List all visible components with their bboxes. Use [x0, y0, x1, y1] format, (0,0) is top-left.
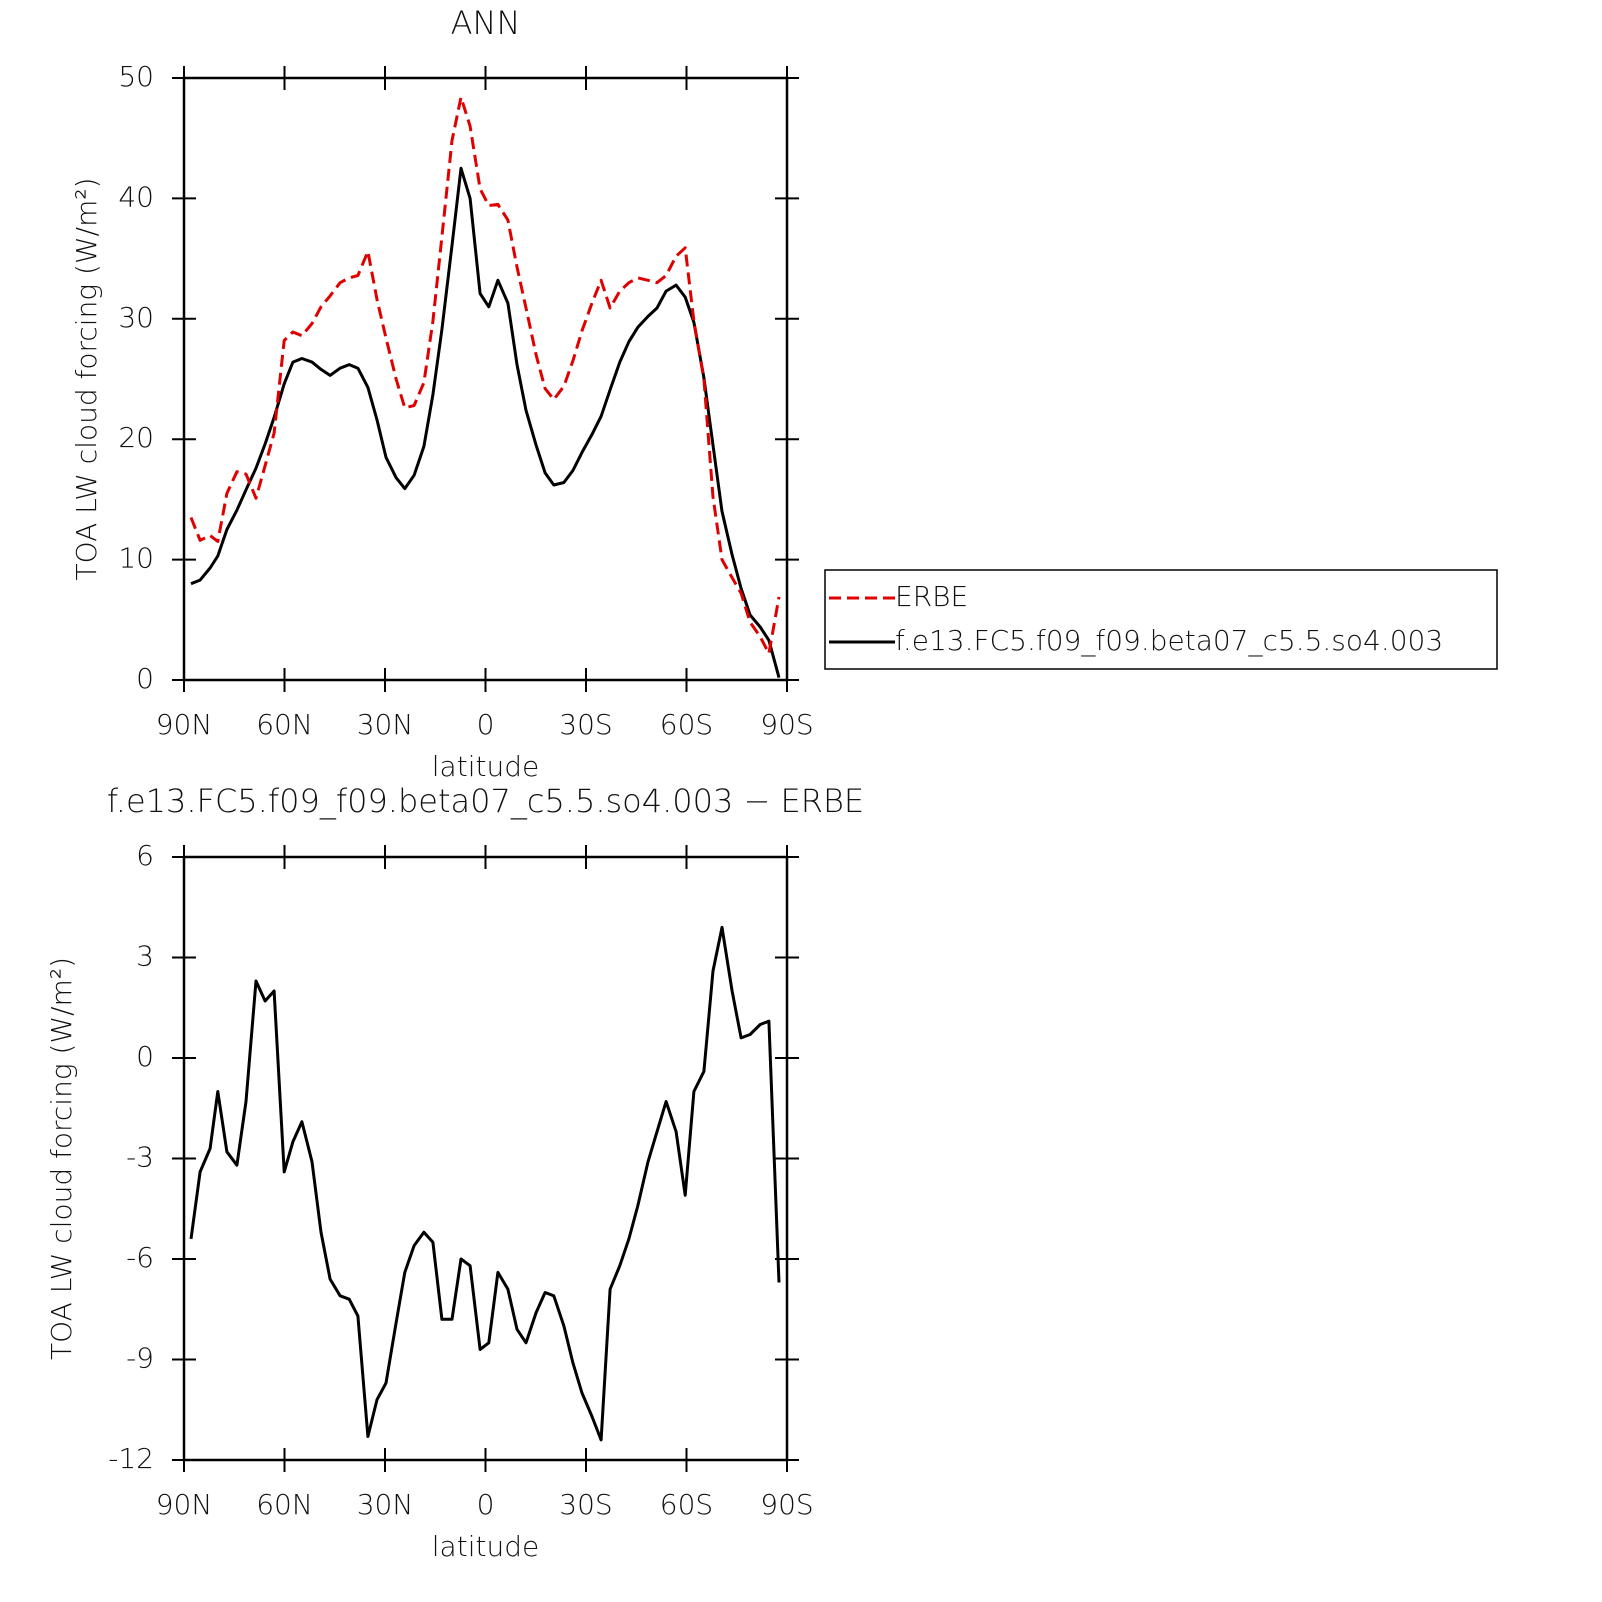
legend-label: ERBE [895, 580, 968, 613]
series-line [190, 166, 781, 678]
x-tick-label: 60N [256, 708, 313, 741]
legend-box [824, 569, 1498, 670]
series-line [189, 95, 781, 655]
y-tick-label: 6 [136, 839, 154, 872]
x-tick-label: 0 [477, 708, 495, 741]
x-tick-label: 0 [477, 1488, 495, 1521]
x-tick-label: 60N [256, 1488, 313, 1521]
plot-frame [182, 855, 789, 1462]
x-tick-label: 30S [559, 1488, 612, 1521]
x-tick-label: 30N [357, 1488, 414, 1521]
y-tick-label: 40 [118, 180, 154, 213]
y-tick-label: 3 [136, 940, 154, 973]
y-axis-label: TOA LW cloud forcing (W/m²) [70, 177, 103, 580]
x-tick-label: 30S [559, 708, 612, 741]
y-tick-label: -6 [126, 1241, 154, 1274]
x-tick-label: 60S [660, 708, 713, 741]
x-tick-label: 60S [660, 1488, 713, 1521]
legend-label: f.e13.FC5.f09_f09.beta07_c5.5.so4.003 [895, 624, 1443, 658]
series-line [189, 925, 781, 1442]
x-tick-label: 90N [156, 1488, 213, 1521]
y-tick-label: 0 [136, 1040, 154, 1073]
x-axis-label: latitude [432, 1530, 539, 1563]
y-tick-label: -12 [108, 1442, 154, 1475]
x-tick-label: 90S [760, 708, 813, 741]
x-tick-label: 90S [760, 1488, 813, 1521]
y-tick-label: 10 [118, 542, 154, 575]
y-tick-label: 50 [118, 60, 154, 93]
y-axis-label: TOA LW cloud forcing (W/m²) [45, 957, 78, 1360]
x-axis-label: latitude [432, 750, 539, 783]
y-tick-label: 0 [136, 662, 154, 695]
y-tick-label: -3 [126, 1141, 154, 1174]
x-tick-label: 90N [156, 708, 213, 741]
y-tick-label: 30 [118, 301, 154, 334]
x-tick-label: 30N [357, 708, 414, 741]
plot-frame [182, 76, 789, 682]
y-tick-label: 20 [118, 421, 154, 454]
chart-title: f.e13.FC5.f09_f09.beta07_c5.5.so4.003 − … [107, 782, 864, 820]
chart-title: ANN [451, 4, 521, 42]
y-tick-label: -9 [126, 1342, 154, 1375]
